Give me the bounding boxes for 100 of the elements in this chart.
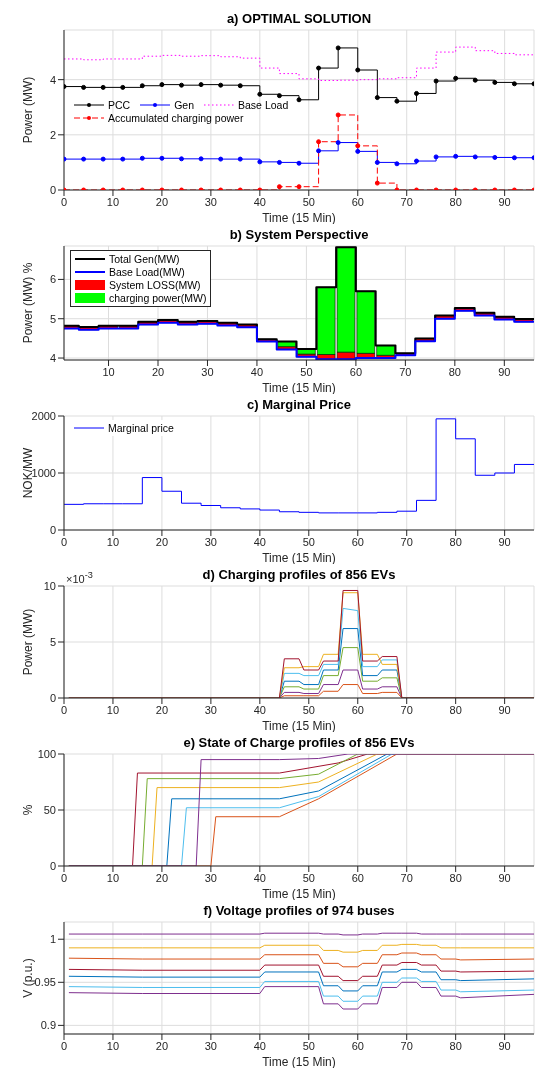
legend-label: System LOSS(MW) xyxy=(109,279,201,291)
x-tick-label: 80 xyxy=(448,365,461,378)
x-tick-label: 60 xyxy=(351,703,364,716)
chart-title: a) OPTIMAL SOLUTION xyxy=(225,11,373,26)
x-tick-label: 60 xyxy=(351,535,364,548)
legend-label: Base Load(MW) xyxy=(109,266,185,278)
x-tick-label: 20 xyxy=(155,535,169,548)
x-tick-label: 70 xyxy=(400,535,413,548)
x-tick-label: 40 xyxy=(253,871,266,884)
x-tick-label: 20 xyxy=(155,195,169,208)
x-tick-label: 50 xyxy=(302,1039,315,1052)
x-tick-label: 0 xyxy=(60,703,68,716)
y-tick-label: 5 xyxy=(49,312,56,325)
x-tick-label: 10 xyxy=(106,703,120,716)
x-tick-label: 90 xyxy=(498,195,511,208)
y-tick-label: 4 xyxy=(49,351,56,364)
x-tick-label: 40 xyxy=(253,1039,266,1052)
chart-title: d) Charging profiles of 856 EVs xyxy=(202,567,396,582)
x-tick-label: 80 xyxy=(449,703,462,716)
x-tick-label: 90 xyxy=(498,535,511,548)
y-axis-title: % xyxy=(21,804,36,816)
y-tick-label: 50 xyxy=(43,803,56,816)
x-axis-title: Time (15 Min) xyxy=(262,211,336,225)
legend-label: Total Gen(MW) xyxy=(109,253,180,265)
y-tick-label: 1 xyxy=(49,933,56,946)
x-tick-label: 50 xyxy=(300,365,313,378)
x-axis-title: Time (15 Min) xyxy=(262,887,336,901)
y-axis-title: V (p.u.) xyxy=(21,958,36,998)
x-tick-label: 10 xyxy=(102,365,115,378)
x-tick-label: 70 xyxy=(400,195,413,208)
x-tick-label: 70 xyxy=(399,365,412,378)
x-tick-label: 40 xyxy=(253,535,266,548)
x-tick-label: 60 xyxy=(351,871,364,884)
x-tick-label: 40 xyxy=(250,365,264,378)
x-tick-label: 60 xyxy=(351,195,364,208)
x-tick-label: 40 xyxy=(253,703,266,716)
x-tick-label: 30 xyxy=(204,1039,217,1052)
x-tick-label: 70 xyxy=(400,703,413,716)
x-tick-label: 40 xyxy=(253,195,266,208)
legend-label: Base Load xyxy=(238,99,289,112)
x-tick-label: 90 xyxy=(498,365,511,378)
legend-label: charging power(MW) xyxy=(109,292,207,304)
x-tick-label: 20 xyxy=(155,1039,169,1052)
y-tick-label: 10 xyxy=(43,579,56,592)
y-tick-label: 6 xyxy=(49,273,56,286)
x-tick-label: 30 xyxy=(204,703,217,716)
y-tick-label: 2000 xyxy=(31,409,56,422)
x-tick-label: 90 xyxy=(498,703,511,716)
legend-label: Marginal price xyxy=(108,422,174,434)
legend-label: PCC xyxy=(108,99,131,112)
x-axis-title: Time (15 Min) xyxy=(262,719,336,733)
x-tick-label: 10 xyxy=(106,195,120,208)
x-tick-label: 50 xyxy=(302,195,315,208)
y-tick-label: 0 xyxy=(49,183,56,196)
x-tick-label: 90 xyxy=(498,871,511,884)
x-tick-label: 70 xyxy=(400,871,413,884)
x-tick-label: 10 xyxy=(106,1039,120,1052)
y-tick-label: 2 xyxy=(49,128,56,141)
x-tick-label: 0 xyxy=(60,1039,68,1052)
x-tick-label: 50 xyxy=(302,535,315,548)
y-tick-label: 0.95 xyxy=(34,976,56,989)
x-tick-label: 0 xyxy=(60,535,68,548)
x-tick-label: 30 xyxy=(204,871,217,884)
x-tick-label: 0 xyxy=(60,195,68,208)
chart-title: f) Voltage profiles of 974 buses xyxy=(202,903,396,918)
x-tick-label: 80 xyxy=(449,195,462,208)
x-axis-title: Time (15 Min) xyxy=(262,381,336,395)
x-tick-label: 30 xyxy=(204,535,217,548)
chart-title: c) Marginal Price xyxy=(245,397,352,412)
x-tick-label: 90 xyxy=(498,1039,511,1052)
x-tick-label: 0 xyxy=(60,871,68,884)
y-tick-label: 1000 xyxy=(31,466,56,479)
x-tick-label: 30 xyxy=(204,195,217,208)
x-axis-title: Time (15 Min) xyxy=(262,551,336,565)
x-tick-label: 20 xyxy=(155,703,169,716)
x-tick-label: 80 xyxy=(449,535,462,548)
y-tick-label: 0 xyxy=(49,859,56,872)
x-tick-label: 50 xyxy=(302,703,315,716)
x-tick-label: 80 xyxy=(449,1039,462,1052)
y-axis-title: Power (MW) xyxy=(21,76,36,144)
y-tick-label: 0.9 xyxy=(40,1019,56,1032)
text: ×10$^{-3}$ xyxy=(66,570,93,585)
x-tick-label: 60 xyxy=(351,1039,364,1052)
x-tick-label: 10 xyxy=(106,535,120,548)
x-tick-label: 10 xyxy=(106,871,120,884)
x-tick-label: 20 xyxy=(155,871,169,884)
y-tick-label: 0 xyxy=(49,523,56,536)
y-axis-title: Power (MW) xyxy=(21,608,36,676)
y-axis-title: Power (MW) % xyxy=(21,262,36,344)
x-tick-label: 80 xyxy=(449,871,462,884)
x-tick-label: 70 xyxy=(400,1039,413,1052)
x-tick-label: 20 xyxy=(151,365,165,378)
chart-title: b) System Perspective xyxy=(228,227,370,242)
x-tick-label: 30 xyxy=(201,365,214,378)
y-tick-label: 100 xyxy=(37,747,56,760)
y-tick-label: 4 xyxy=(49,73,56,86)
x-tick-label: 60 xyxy=(349,365,363,378)
legend-label: Gen xyxy=(174,99,195,112)
chart-title: e) State of Charge profiles of 856 EVs xyxy=(182,735,416,750)
y-tick-label: 0 xyxy=(49,691,56,704)
